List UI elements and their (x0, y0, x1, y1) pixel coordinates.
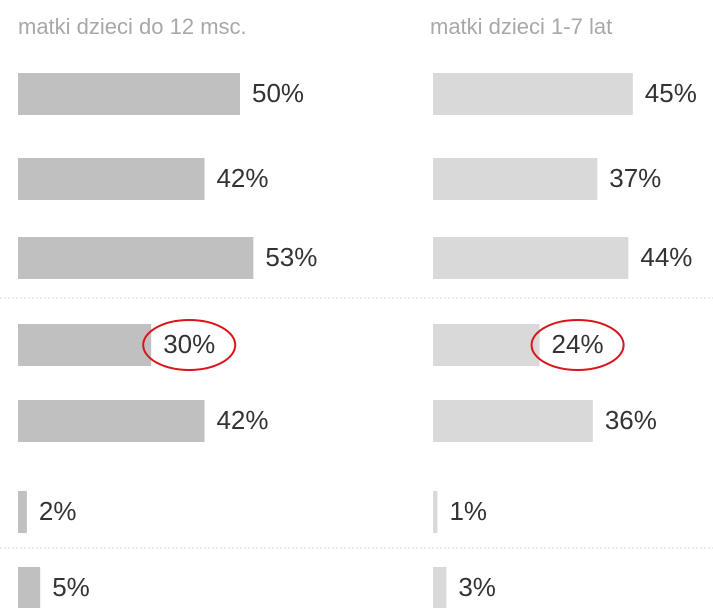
value-label: 36% (605, 405, 657, 435)
bar (433, 237, 629, 279)
bar (18, 400, 205, 442)
value-label: 45% (645, 78, 697, 108)
bar (18, 73, 240, 115)
bar (18, 491, 27, 533)
panel-title: matki dzieci do 12 msc. (18, 14, 247, 39)
bar (18, 158, 205, 200)
bar (18, 324, 152, 366)
value-label: 42% (216, 405, 268, 435)
value-label: 24% (552, 329, 604, 359)
highlight-circle (530, 319, 625, 371)
bar (433, 491, 438, 533)
highlight-circle (142, 319, 237, 371)
value-label: 42% (216, 163, 268, 193)
value-label: 44% (640, 242, 692, 272)
value-label: 1% (449, 496, 487, 526)
bar (433, 400, 593, 442)
bar (18, 567, 41, 608)
value-label: 53% (265, 242, 317, 272)
bar (433, 73, 633, 115)
value-label: 5% (52, 572, 90, 602)
value-label: 37% (609, 163, 661, 193)
value-label: 2% (39, 496, 77, 526)
value-label: 3% (458, 572, 496, 602)
value-label: 30% (163, 329, 215, 359)
bar (433, 324, 540, 366)
panel-title: matki dzieci 1-7 lat (430, 14, 612, 39)
bar (433, 567, 447, 608)
bar (18, 237, 254, 279)
bar (433, 158, 598, 200)
value-label: 50% (252, 78, 304, 108)
